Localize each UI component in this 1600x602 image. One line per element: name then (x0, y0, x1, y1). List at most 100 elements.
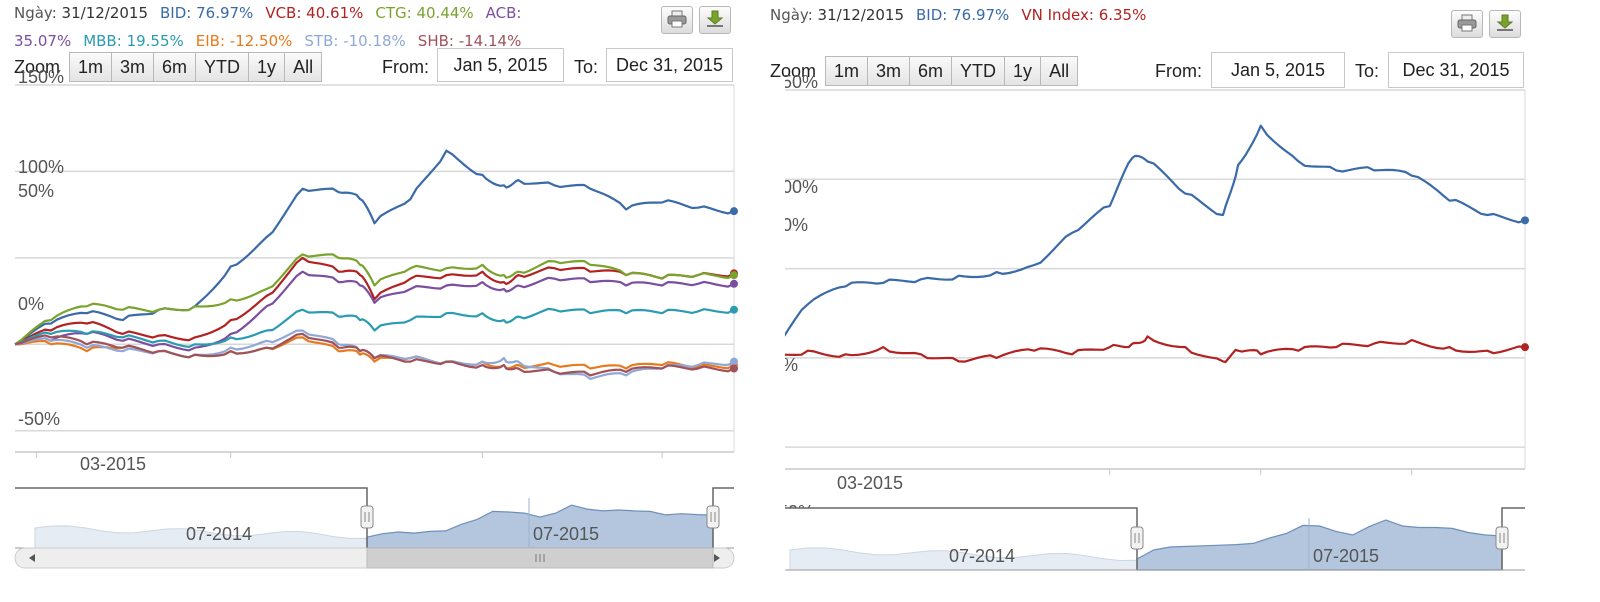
series-end-marker (730, 357, 738, 366)
x-tick-label: 03-2015 (80, 454, 146, 474)
legend-item-value: 6.35% (1098, 6, 1147, 24)
legend-item-value: 31/12/2015 (817, 6, 905, 24)
y-tick-label: -50% (18, 409, 60, 429)
legend-item-value: -10.18% (343, 32, 406, 50)
navigator-handle[interactable] (1130, 526, 1144, 550)
zoom-1y-button[interactable]: 1y (249, 52, 286, 82)
y-tick-label: 150% (785, 72, 818, 92)
zoom-6m-button[interactable]: 6m (910, 56, 953, 86)
navigator-label: 07-2014 (949, 546, 1015, 566)
legend-item: Ngày: 31/12/2015 (770, 6, 904, 24)
navigator-selected-area (1136, 519, 1503, 571)
zoom-1y-button[interactable]: 1y (1005, 56, 1042, 86)
series-line-eib (15, 336, 735, 370)
from-date-input[interactable] (437, 48, 564, 82)
legend-item-label: MBB: (83, 32, 127, 50)
print-button[interactable] (661, 6, 693, 34)
x-tick-label: 03-2015 (837, 473, 903, 493)
legend-item-value: 40.44% (416, 4, 474, 22)
legend-item: BID: 76.97% (160, 4, 253, 22)
scroll-right-arrow-icon (714, 554, 720, 562)
legend-item-value: 31/12/2015 (61, 4, 149, 22)
legend-item-label: VCB: (265, 4, 307, 22)
print-button[interactable] (1451, 10, 1483, 38)
navigator-handle[interactable] (1495, 526, 1509, 550)
right-chart-panel: Ngày: 31/12/2015 BID: 76.97% VN Index: 6.3… (770, 0, 1585, 602)
from-label: From: (382, 57, 429, 77)
legend-item: SHB: -14.14% (418, 32, 522, 50)
zoom-all-button[interactable]: All (285, 52, 323, 82)
navigator-handle[interactable] (706, 505, 720, 529)
to-label: To: (1355, 61, 1380, 81)
legend-item: STB: -10.18% (304, 32, 405, 50)
download-icon (706, 10, 724, 27)
series-line-shb (14, 332, 735, 377)
navigator-selected-area (366, 504, 714, 549)
zoom-1m-button[interactable]: 1m (69, 52, 113, 82)
series-end-marker (730, 279, 738, 288)
printer-icon (1457, 14, 1477, 32)
y-tick-label: 100% (785, 177, 818, 197)
to-label: To: (574, 57, 599, 77)
series-end-marker (730, 271, 738, 280)
legend-item-label: CTG: (375, 4, 417, 22)
zoom-ytd-button[interactable]: YTD (952, 56, 1006, 86)
legend-item-label: ACB: (485, 4, 522, 22)
zoom-buttons: 1m 3m 6m YTD 1y All (825, 56, 1079, 86)
legend-item-label: VN Index: (1021, 6, 1099, 24)
to-date-input[interactable] (1388, 52, 1524, 88)
printer-icon (667, 10, 687, 28)
series-line-acb (14, 270, 735, 352)
y-tick-label: 150% (18, 67, 64, 87)
from-date-input[interactable] (1211, 52, 1345, 88)
legend-item: EIB: -12.50% (196, 32, 293, 50)
y-tick-label: 0% (18, 294, 44, 314)
legend-item-value: -14.14% (458, 32, 522, 50)
y-tick-label: 100% (18, 157, 64, 177)
series-end-marker (1521, 216, 1529, 225)
navigator-label: 07-2014 (186, 524, 252, 544)
series-line-ctg (14, 253, 735, 346)
legend-item-value: 76.97% (196, 4, 254, 22)
legend-item-value: 35.07% (14, 32, 72, 50)
y-tick-label: 0% (785, 355, 798, 375)
zoom-label: Zoom (14, 57, 61, 77)
series-end-marker (730, 207, 738, 216)
y-tick-label: 50% (18, 181, 54, 201)
navigator-history-area (34, 525, 368, 549)
zoom-all-button[interactable]: All (1041, 56, 1079, 86)
chart-left: 150% 100% 50% 0% -50% 03-2015 07-2014 07-2015 (14, 67, 738, 569)
download-icon (1496, 14, 1514, 31)
legend-item-label: SHB: (417, 32, 459, 50)
legend-item: BID: 76.97% (916, 6, 1009, 24)
from-label: From: (1155, 61, 1202, 81)
legend-item: Ngày: 31/12/2015 (14, 4, 148, 22)
legend-item-label: BID: (916, 6, 953, 24)
legend-left: Ngày: 31/12/2015 BID: 76.97% VCB: 40.61% CT… (14, 0, 634, 55)
legend-item-label: STB: (304, 32, 344, 50)
to-date-input[interactable] (606, 48, 733, 82)
y-tick-label: 50% (785, 215, 808, 235)
legend-item-label: EIB: (195, 32, 230, 50)
series-line-bid (785, 124, 1526, 337)
legend-right: Ngày: 31/12/2015 BID: 76.97% VN Index: 6.3… (770, 1, 1390, 29)
zoom-buttons: 1m 3m 6m YTD 1y All (69, 52, 323, 82)
zoom-3m-button[interactable]: 3m (112, 52, 155, 82)
scroll-left-arrow-icon (29, 554, 35, 562)
navigator-handle[interactable] (360, 505, 374, 529)
download-button[interactable] (1489, 10, 1521, 38)
zoom-3m-button[interactable]: 3m (868, 56, 911, 86)
zoom-ytd-button[interactable]: YTD (196, 52, 250, 82)
download-button[interactable] (699, 6, 731, 34)
series-line-vcb (14, 256, 735, 346)
legend-item: CTG: 40.44% (375, 4, 473, 22)
navigator-label: 07-2015 (533, 524, 599, 544)
legend-item: VCB: 40.61% (265, 4, 363, 22)
zoom-1m-button[interactable]: 1m (825, 56, 869, 86)
legend-item: MBB: 19.55% (83, 32, 184, 50)
legend-item-value: 19.55% (126, 32, 184, 50)
zoom-6m-button[interactable]: 6m (154, 52, 197, 82)
